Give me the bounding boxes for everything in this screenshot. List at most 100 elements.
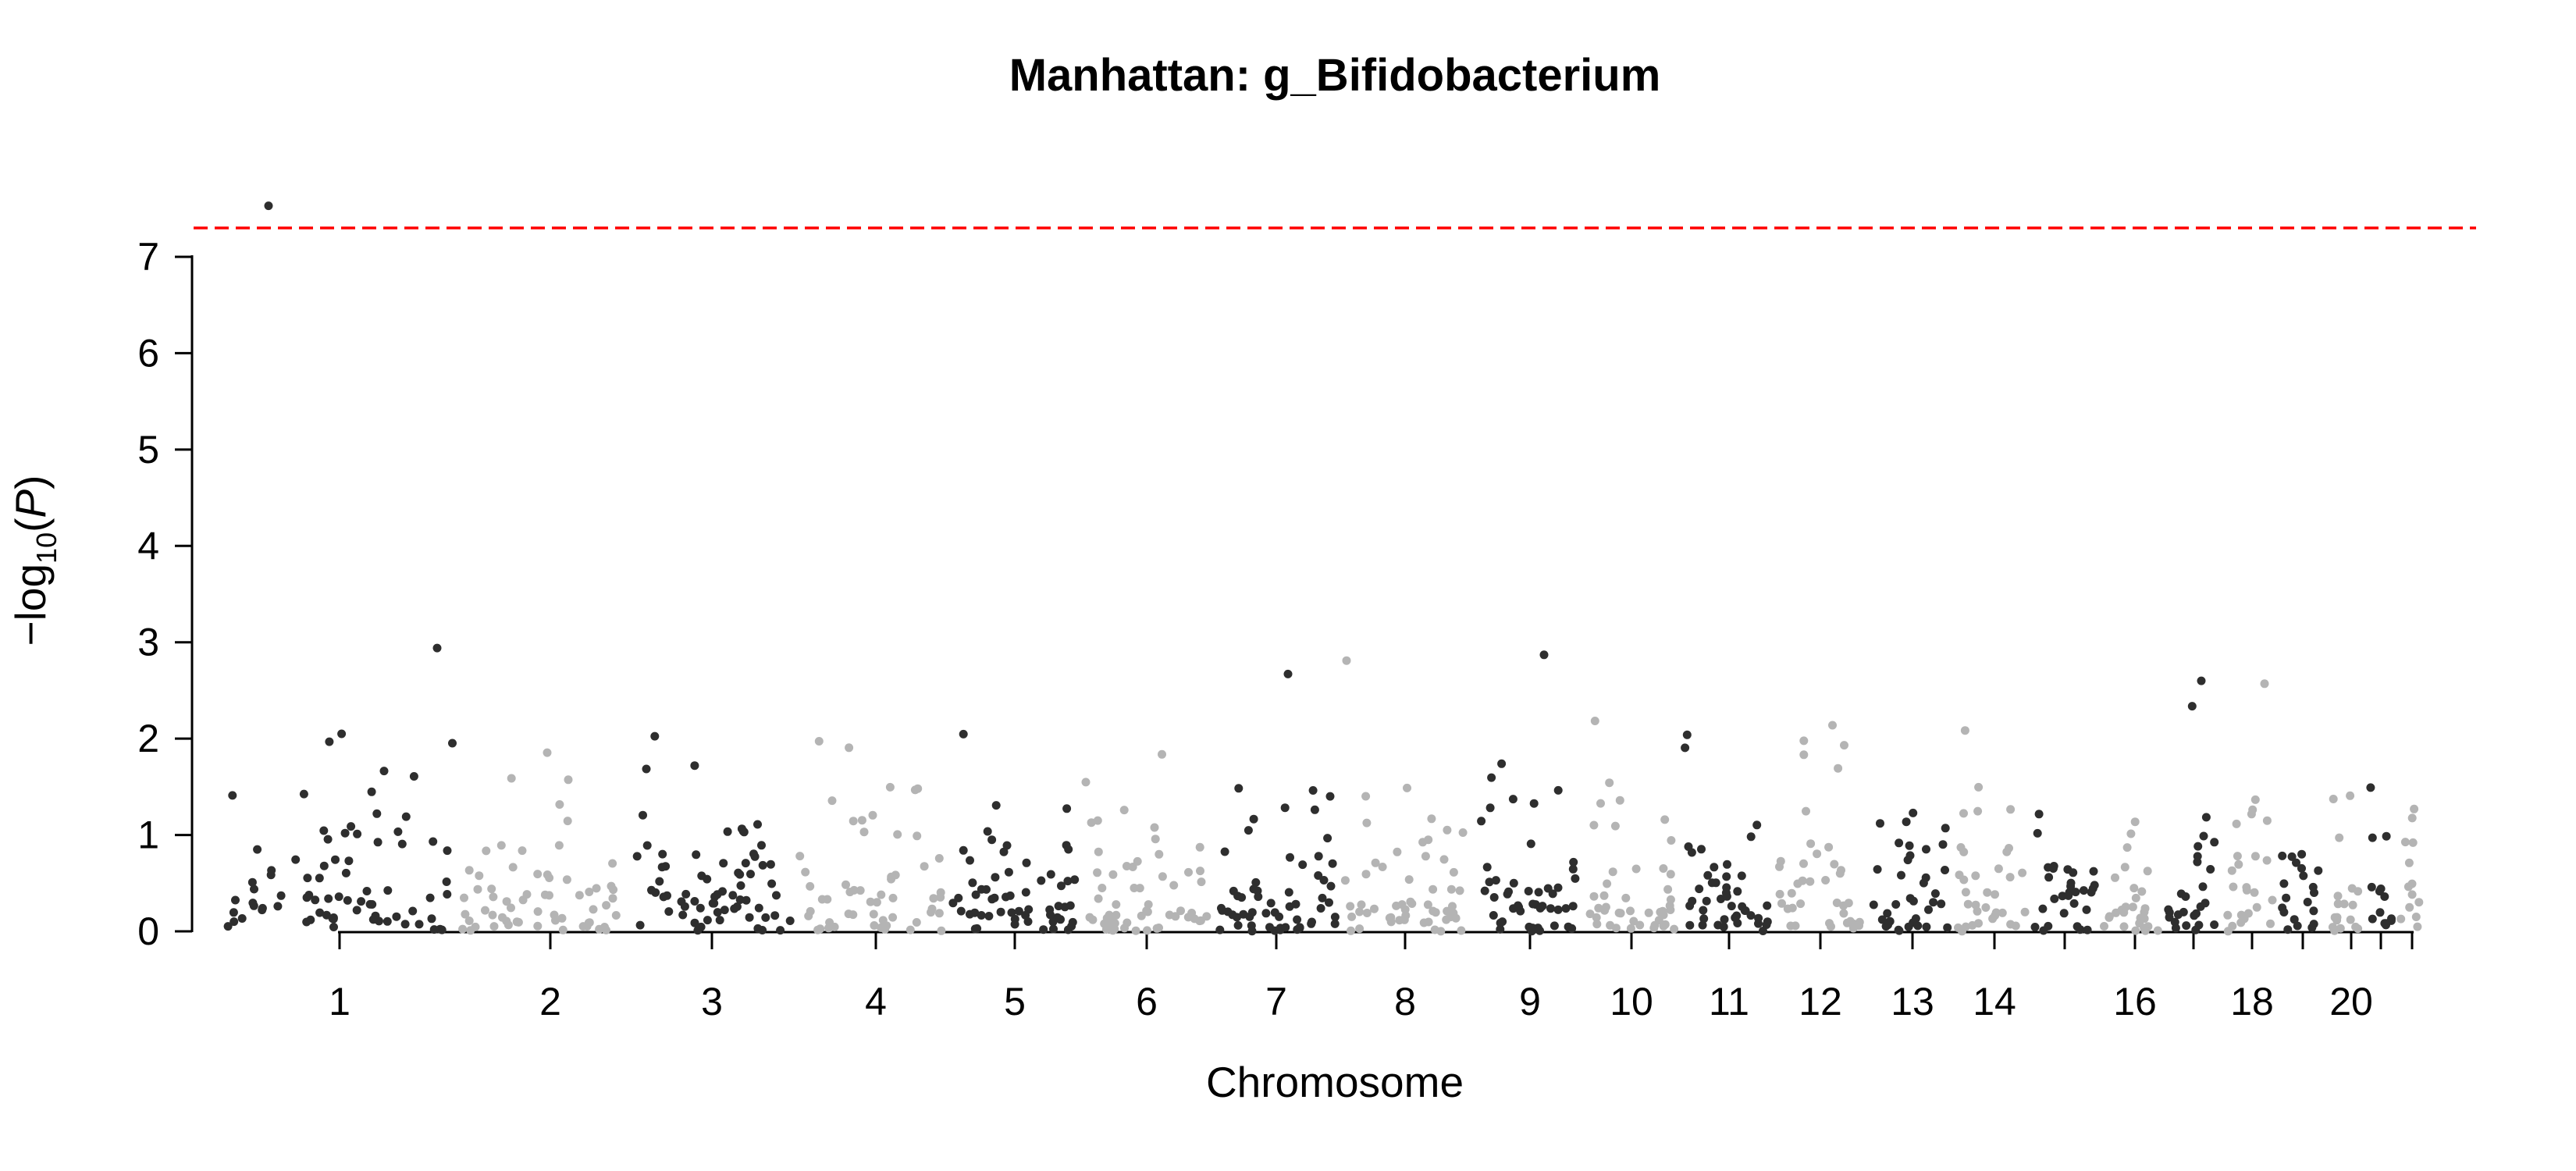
data-points (223, 201, 2424, 936)
data-point (2005, 873, 2015, 882)
y-axis-title: −log10(P) (6, 475, 62, 646)
data-point (1443, 825, 1452, 835)
data-point (340, 828, 350, 838)
data-point (1485, 803, 1495, 813)
data-point (228, 791, 237, 800)
data-point (1943, 923, 1952, 932)
data-point (1400, 915, 1409, 924)
data-point (1347, 912, 1357, 921)
data-point (1941, 866, 1949, 874)
data-point (1832, 899, 1841, 907)
data-point (250, 884, 258, 894)
data-point (1656, 907, 1665, 917)
data-point (1787, 888, 1796, 898)
data-point (1699, 914, 1709, 924)
data-point (1891, 900, 1901, 909)
data-point (2223, 927, 2233, 936)
data-point (249, 901, 258, 910)
data-point (401, 812, 411, 821)
notable-data-point (432, 643, 442, 653)
data-point (1328, 859, 1337, 868)
data-point (2121, 902, 2130, 912)
data-point (1233, 920, 1243, 930)
data-point (427, 914, 436, 924)
data-point (1991, 890, 1999, 899)
data-point (1130, 884, 1139, 892)
data-point (1589, 820, 1599, 830)
data-point (761, 913, 770, 922)
data-point (1788, 903, 1797, 913)
data-point (1004, 867, 1013, 877)
data-point (304, 891, 314, 899)
data-point (1813, 849, 1822, 859)
data-point (1605, 778, 1614, 788)
data-point (550, 910, 559, 920)
data-point (1877, 915, 1887, 924)
data-point (1759, 927, 1767, 935)
data-point (1601, 902, 1610, 912)
data-point (329, 913, 338, 922)
data-point (368, 915, 378, 924)
data-point (719, 859, 728, 868)
data-point (2018, 868, 2027, 877)
data-point (443, 846, 452, 856)
data-point (1378, 863, 1387, 871)
data-point (2262, 816, 2272, 825)
data-point (1994, 864, 2003, 874)
data-point (1883, 909, 1892, 918)
data-point (2262, 856, 2272, 865)
data-point (1615, 795, 1624, 805)
data-point (1021, 888, 1030, 897)
data-point (1821, 876, 1831, 884)
y-axis-title-part: ( (6, 518, 55, 532)
data-point (1763, 917, 1772, 927)
data-point (1442, 915, 1451, 924)
data-point (1048, 917, 1058, 927)
data-point (2227, 866, 2236, 875)
data-point (1197, 877, 1206, 887)
data-point (2210, 838, 2219, 847)
data-point (1786, 921, 1795, 931)
x-tick-label: 18 (2230, 980, 2274, 1023)
data-point (429, 837, 438, 846)
data-point (934, 854, 944, 863)
data-point (1423, 900, 1432, 909)
data-point (2407, 813, 2417, 823)
data-point (1509, 878, 1518, 888)
data-point (806, 881, 815, 891)
data-point (758, 860, 767, 870)
data-point (1526, 839, 1535, 849)
data-point (1431, 908, 1440, 917)
data-point (1644, 908, 1653, 917)
data-point (1733, 919, 1742, 927)
notable-data-point (1342, 656, 1351, 665)
data-point (868, 810, 877, 820)
data-point (498, 913, 507, 922)
data-point (315, 874, 324, 883)
data-point (1362, 909, 1372, 917)
y-tick-label: 2 (137, 717, 159, 760)
data-point (1233, 892, 1243, 901)
data-point (2210, 920, 2219, 929)
data-point (1449, 867, 1458, 877)
data-point (1489, 911, 1498, 920)
data-point (785, 917, 795, 925)
data-point (966, 856, 974, 865)
data-point (845, 743, 854, 753)
data-point (1529, 799, 1539, 808)
data-point (2059, 909, 2069, 918)
data-point (1569, 857, 1578, 867)
data-point (1535, 926, 1544, 935)
data-point (859, 828, 869, 837)
data-point (1884, 920, 1892, 930)
data-point (1775, 889, 1784, 899)
data-point (728, 891, 738, 900)
data-point (1088, 915, 1098, 924)
data-point (1688, 896, 1697, 906)
data-point (776, 926, 785, 935)
data-point (632, 852, 642, 861)
data-point (1938, 840, 1948, 849)
data-point (1195, 842, 1204, 852)
data-point (1436, 927, 1446, 936)
